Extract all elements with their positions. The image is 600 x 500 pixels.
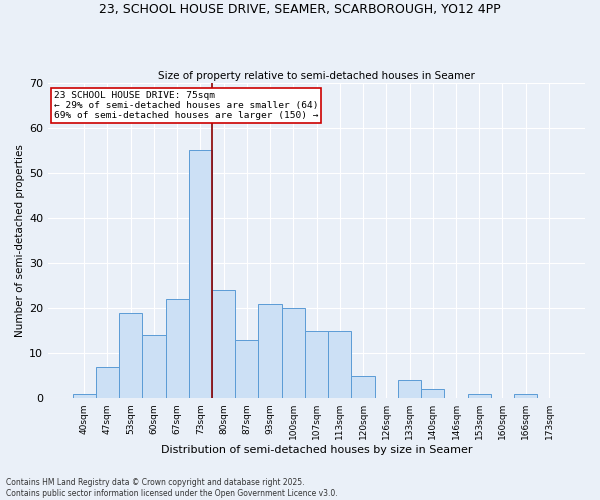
Bar (119, 312, 142, 398)
Bar (421, 389, 445, 398)
Text: 23 SCHOOL HOUSE DRIVE: 75sqm
← 29% of semi-detached houses are smaller (64)
69% : 23 SCHOOL HOUSE DRIVE: 75sqm ← 29% of se… (53, 90, 318, 120)
X-axis label: Distribution of semi-detached houses by size in Seamer: Distribution of semi-detached houses by … (161, 445, 472, 455)
Bar (282, 308, 305, 398)
Bar (189, 150, 212, 398)
Bar (212, 290, 235, 398)
Bar (142, 335, 166, 398)
Bar (235, 340, 259, 398)
Bar (166, 299, 189, 398)
Text: Contains HM Land Registry data © Crown copyright and database right 2025.
Contai: Contains HM Land Registry data © Crown c… (6, 478, 338, 498)
Bar (514, 394, 538, 398)
Bar (305, 330, 328, 398)
Title: Size of property relative to semi-detached houses in Seamer: Size of property relative to semi-detach… (158, 70, 475, 81)
Bar (259, 304, 282, 398)
Text: 23, SCHOOL HOUSE DRIVE, SEAMER, SCARBOROUGH, YO12 4PP: 23, SCHOOL HOUSE DRIVE, SEAMER, SCARBORO… (99, 2, 501, 16)
Bar (328, 330, 352, 398)
Y-axis label: Number of semi-detached properties: Number of semi-detached properties (15, 144, 25, 337)
Bar (96, 366, 119, 398)
Bar (398, 380, 421, 398)
Bar (467, 394, 491, 398)
Bar (73, 394, 96, 398)
Bar (352, 376, 374, 398)
